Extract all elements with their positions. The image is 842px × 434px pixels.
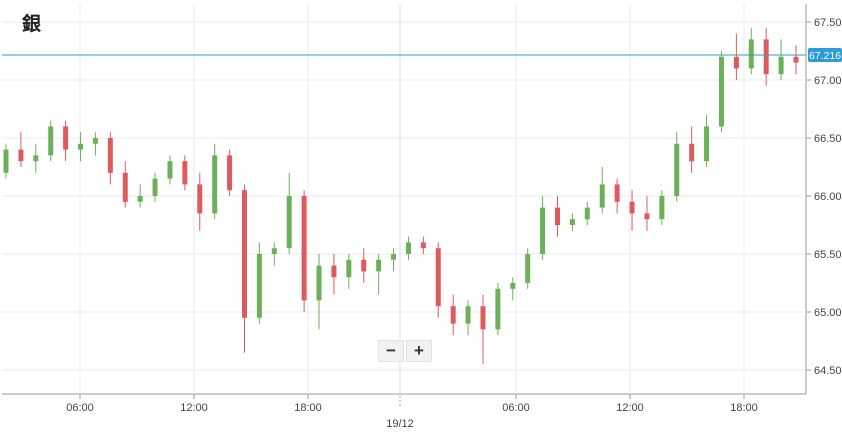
y-tick-label: 65.000 [814, 307, 842, 319]
current-price-label: 67.216 [809, 50, 841, 62]
y-tick-label: 64.500 [814, 365, 842, 377]
candle-body [122, 172, 128, 202]
candle-body [331, 265, 337, 278]
candle-body [241, 190, 247, 318]
zoom-out-button[interactable]: − [378, 340, 404, 362]
candle-body [733, 56, 739, 69]
candle-body [18, 149, 24, 162]
current-price-badge [808, 47, 842, 62]
candle-body [167, 161, 173, 179]
x-tick-label: 18:00 [294, 402, 322, 414]
candle-body [107, 138, 113, 173]
y-tick-label: 66.500 [814, 133, 842, 145]
candle-body [540, 207, 546, 254]
candle-body [480, 306, 486, 330]
date-label: 19/12 [386, 418, 414, 430]
y-tick-label: 65.500 [814, 249, 842, 261]
candle-body [763, 39, 769, 75]
candle-body [584, 207, 590, 220]
candle-body [63, 126, 69, 150]
candle-body [301, 196, 307, 301]
candle-body [271, 248, 277, 254]
candle-body [227, 155, 233, 191]
candle-body [286, 196, 292, 249]
candle-body [182, 161, 188, 185]
x-tick-label: 18:00 [730, 402, 758, 414]
x-tick-label: 12:00 [180, 402, 208, 414]
candle-body [316, 265, 322, 301]
candle-body [92, 138, 98, 144]
candle-body [152, 178, 158, 196]
zoom-controls: − + [378, 340, 432, 362]
candle-body [3, 149, 9, 173]
candle-body [599, 184, 605, 208]
candle-body [525, 254, 531, 283]
candle-body [778, 56, 784, 75]
candle-body [450, 306, 456, 324]
candle-body [78, 143, 84, 150]
x-tick-label: 06:00 [502, 402, 530, 414]
candle-body [256, 254, 262, 318]
candle-body [346, 259, 352, 278]
candle-body [644, 213, 650, 220]
x-tick-label: 12:00 [616, 402, 644, 414]
candle-body [435, 248, 441, 307]
candle-body [48, 126, 54, 156]
candle-body [748, 39, 754, 69]
zoom-in-button[interactable]: + [406, 340, 432, 362]
candle-body [33, 155, 39, 162]
candle-body [197, 184, 203, 214]
y-tick-label: 67.500 [814, 17, 842, 29]
candle-body [212, 155, 218, 214]
candle-body [793, 56, 799, 63]
candle-body [137, 196, 143, 202]
candle-body [420, 242, 426, 249]
candle-body [555, 207, 561, 225]
candle-body [659, 196, 665, 220]
candle-body [391, 254, 397, 260]
chart-title: 銀 [22, 13, 42, 35]
y-tick-label: 66.000 [814, 191, 842, 203]
candle-body [689, 143, 695, 162]
candle-body [510, 283, 516, 289]
candle-body [361, 259, 367, 272]
x-tick-label: 06:00 [66, 402, 94, 414]
candle-body [376, 259, 382, 272]
candle-body [405, 242, 411, 254]
candle-body [629, 201, 635, 214]
candle-body [718, 56, 724, 127]
candle-body [704, 126, 710, 162]
candle-body [495, 288, 501, 330]
candle-body [465, 306, 471, 324]
y-tick-label: 67.000 [814, 75, 842, 87]
candle-body [614, 184, 620, 202]
candle-body [674, 143, 680, 196]
candle-body [569, 219, 575, 225]
